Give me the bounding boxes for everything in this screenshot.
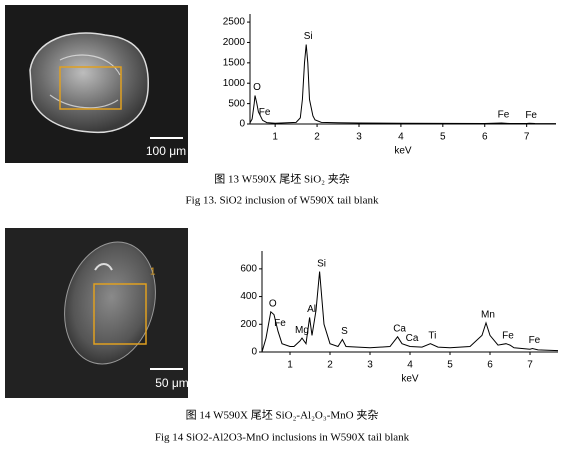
peak-label: O [253,82,261,93]
caption-en: Fig 14 SiO2-Al2O3-MnO inclusions in W590… [155,432,410,444]
y-tick-label: 2000 [223,37,246,48]
x-tick-label: 2 [327,360,333,371]
x-axis-label: keV [401,374,419,385]
x-tick-label: 3 [367,360,373,371]
peak-label: Fe [529,335,541,346]
caption-cn: 图 14 W590X 尾坯 SiO₂-Al₂O₃-MnO 夹杂 [186,409,379,422]
y-tick-label: 400 [240,291,257,302]
peak-label: Fe [498,110,510,121]
caption-en: Fig 13. SiO2 inclusion of W590X tail bla… [186,195,379,207]
sem-image: 100 μm [5,5,188,163]
spectrum-line [261,271,559,353]
x-tick-label: 5 [447,360,453,371]
x-tick-label: 4 [407,360,413,371]
peak-label: Mn [481,310,495,321]
x-tick-label: 4 [398,132,404,143]
y-tick-label: 0 [251,347,257,358]
spectrum-line [249,44,557,125]
region-label: 1 [150,267,156,278]
peak-label: Fe [259,107,271,118]
x-tick-label: 7 [524,132,530,143]
peak-label: Fe [525,110,537,121]
x-tick-label: 6 [487,360,493,371]
x-tick-label: 6 [482,132,488,143]
sem-image: 1 50 μm [5,228,189,398]
peak-label: Si [317,258,326,269]
peak-label: Fe [502,330,514,341]
peak-label: Fe [274,318,286,329]
peak-label: Mg [295,325,309,336]
y-tick-label: 0 [239,119,245,130]
scale-label: 50 μm [155,376,189,390]
y-tick-label: 1500 [223,57,246,68]
peak-label: Ca [393,323,406,334]
peak-label: Si [304,31,313,42]
scale-label: 100 μm [146,144,186,158]
peak-label: Ca [406,333,419,344]
y-tick-label: 2500 [223,17,246,28]
x-tick-label: 2 [314,132,320,143]
x-tick-label: 7 [527,360,533,371]
x-tick-label: 1 [287,360,293,371]
y-tick-label: 500 [228,98,245,109]
y-tick-label: 600 [240,263,257,274]
peak-label: O [269,298,277,309]
x-tick-label: 5 [440,132,446,143]
peak-label: S [341,326,348,337]
x-axis-label: keV [394,146,412,157]
y-tick-label: 1000 [223,78,246,89]
y-tick-label: 200 [240,319,257,330]
peak-label: Al [307,304,316,315]
caption-cn: 图 13 W590X 尾坯 SiO₂ 夹杂 [214,173,350,186]
x-tick-label: 1 [272,132,278,143]
peak-label: Ti [428,330,436,341]
x-tick-label: 3 [356,132,362,143]
